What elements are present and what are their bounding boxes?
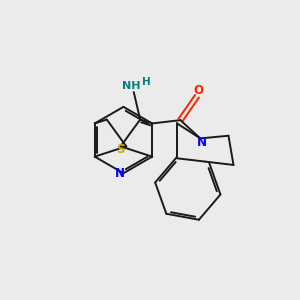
Text: N: N (115, 167, 124, 180)
Text: NH: NH (122, 81, 140, 91)
Text: S: S (116, 142, 125, 155)
Text: O: O (194, 84, 204, 97)
Text: H: H (142, 77, 151, 87)
Text: N: N (196, 136, 207, 149)
